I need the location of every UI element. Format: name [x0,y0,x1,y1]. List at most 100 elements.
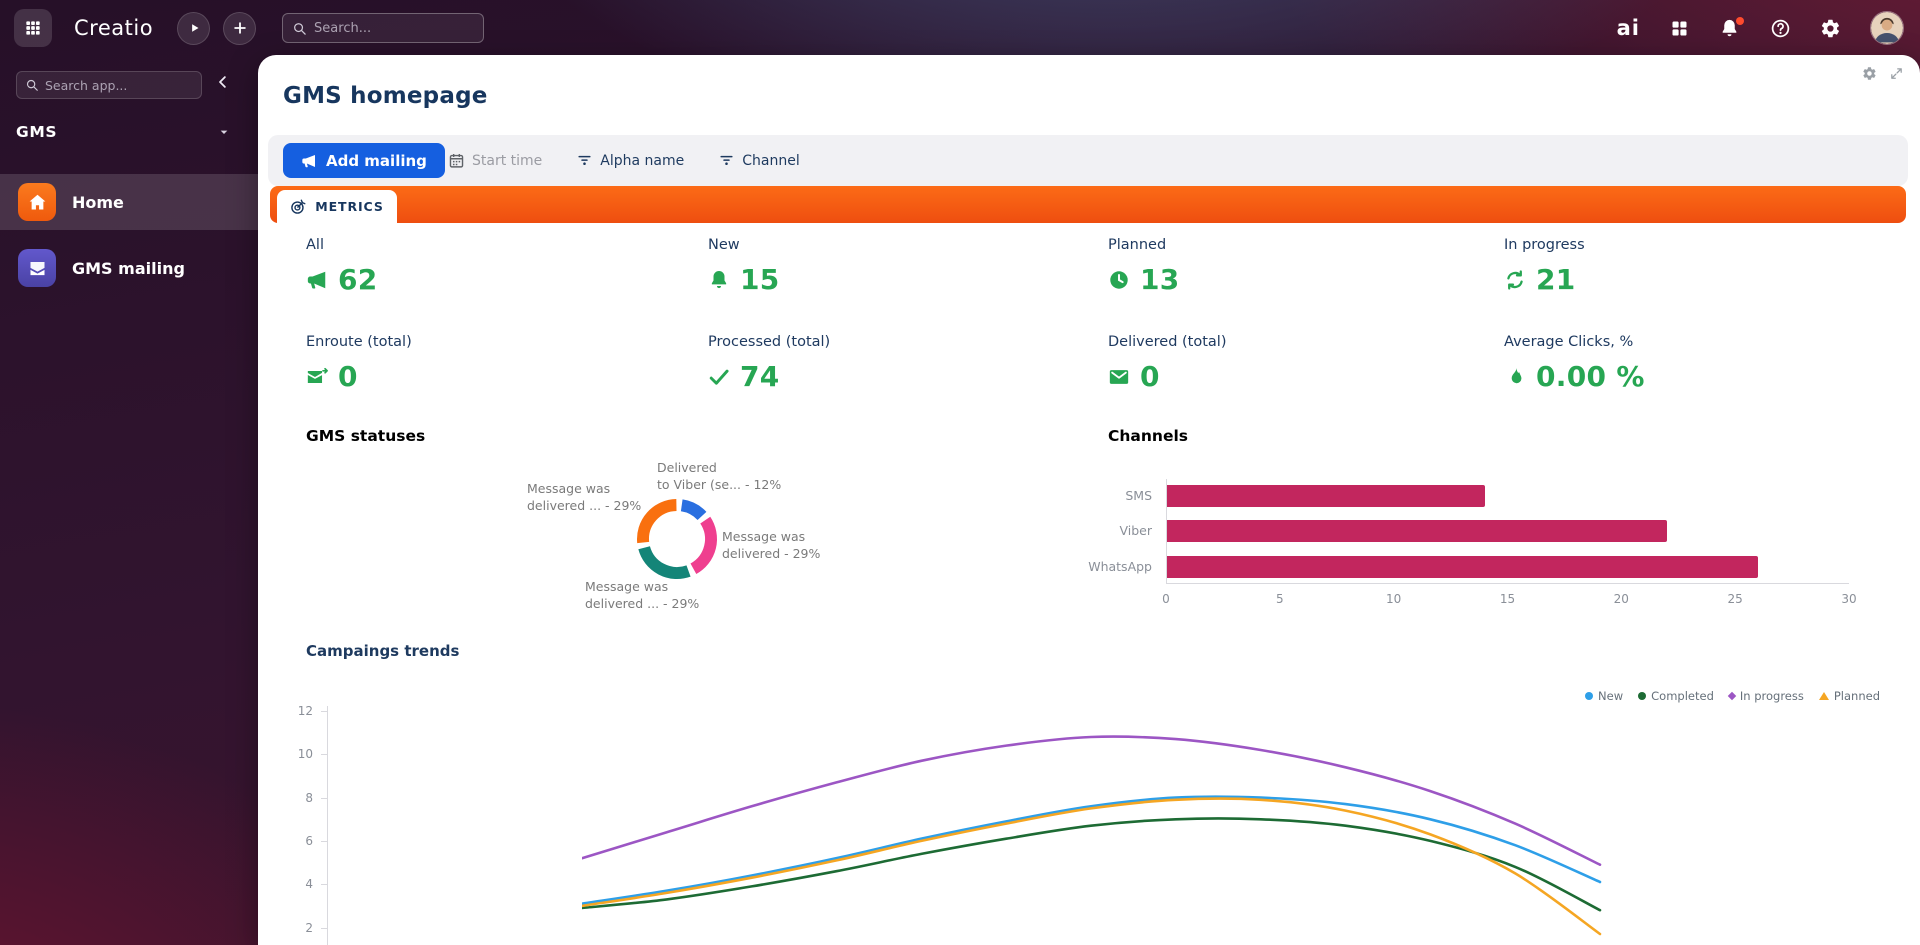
legend-label: In progress [1739,689,1804,703]
toolbar: Add mailing Start time Alpha name Channe… [268,135,1908,186]
y-tick-mark [321,711,327,712]
x-tick-label: 0 [1162,592,1170,606]
user-avatar[interactable] [1870,11,1904,45]
megaphone-icon [306,269,328,291]
notifications-bell-icon[interactable] [1719,18,1740,39]
sidebar-collapse-button[interactable] [214,73,238,97]
add-new-button[interactable] [223,11,257,45]
filter-label: Alpha name [600,152,685,169]
mailing-icon-badge [18,249,56,287]
filter-start-time[interactable]: Start time [448,152,542,169]
ai-assistant-button[interactable]: ai [1616,16,1640,40]
metrics-grid: All 62 New 15 Planned 13 In progress 21 Enroute … [306,231,1890,425]
donut-slice [638,545,691,579]
metric-label: Processed (total) [708,334,831,350]
creatio-logo: Creatio [74,16,154,40]
page-settings-gear-icon[interactable] [1862,66,1877,81]
metric-value: 0 [1140,360,1160,393]
donut-slice [680,499,707,521]
chevron-left-icon [214,73,232,91]
metric-card: Planned 13 [1108,231,1504,328]
metric-card: Enroute (total) 0 [306,328,708,425]
trend-lines-svg [582,735,1602,936]
donut-svg [637,499,717,579]
legend-item: New [1585,689,1623,703]
sidebar: GMS Home GMS mailing [0,56,258,945]
apps-grid-button[interactable] [14,9,52,47]
metric-card: New 15 [708,231,1108,328]
filter-alpha-name[interactable]: Alpha name [576,152,684,169]
play-button[interactable] [177,11,211,45]
metric-card: All 62 [306,231,708,328]
metric-value: 21 [1536,263,1576,296]
help-icon[interactable] [1770,18,1791,39]
legend-marker [1818,692,1829,700]
tab-metrics[interactable]: METRICS [277,190,397,223]
y-tick-label: 4 [305,877,313,892]
add-mailing-label: Add mailing [326,151,427,170]
metric-label: In progress [1504,237,1585,253]
x-tick-label: 30 [1841,592,1857,606]
sidebar-item-label: Home [72,192,124,212]
metric-value: 74 [740,360,780,393]
caret-down-icon [216,124,232,140]
metric-value: 0.00 % [1536,360,1645,393]
sidebar-item-gms-mailing[interactable]: GMS mailing [0,240,258,296]
home-icon-badge [18,183,56,221]
legend-item: Completed [1638,689,1714,703]
y-tick-mark [321,927,327,929]
legend-label: New [1598,689,1624,703]
metric-label: New [708,237,740,253]
topbar: Creatio ai [0,0,1920,56]
gms-statuses-donut-chart: Delivered to Viber (se... - 12% Message wa… [278,445,918,685]
search-icon [25,78,39,92]
legend-item: Planned [1818,689,1880,703]
channels-chart-title: Channels [1108,427,1188,445]
workspace-selector[interactable]: GMS [0,114,258,150]
legend-item: In progress [1727,689,1804,703]
refresh-icon [1504,269,1526,291]
metric-card: In progress 21 [1504,231,1890,328]
global-search [282,13,485,43]
add-mailing-button[interactable]: Add mailing [283,143,445,178]
bar [1166,556,1758,578]
y-axis-line [327,706,328,945]
workspace-name: GMS [16,123,58,141]
x-tick-label: 10 [1386,592,1402,606]
app-search-input[interactable] [45,77,193,93]
legend-marker [1585,692,1594,700]
marketplace-grid-icon[interactable] [1669,18,1690,39]
bar [1166,485,1485,507]
topbar-actions: ai [1617,11,1920,45]
bar-row: WhatsApp [1088,556,1868,578]
filter-channel[interactable]: Channel [718,152,800,169]
bar [1166,520,1667,542]
bar-row: SMS [1108,485,1868,507]
filter-label: Channel [742,152,800,169]
x-tick-label: 15 [1499,592,1516,606]
global-search-input[interactable] [314,20,475,36]
x-tick-label: 5 [1275,592,1284,606]
app-search [16,71,202,99]
clock-icon [1108,269,1130,291]
line-series-new [582,795,1602,905]
metric-card: Delivered (total) 0 [1108,328,1504,425]
flame-icon [1504,366,1526,388]
settings-gear-icon[interactable] [1820,18,1841,39]
x-axis-line [1166,583,1849,584]
filter-icon [576,152,593,169]
play-icon [185,19,203,37]
legend-marker [1638,692,1647,700]
sidebar-item-home[interactable]: Home [0,174,258,230]
donut-slice-label: Message was delivered ... - 29% [527,481,642,514]
line-series-in-progress [582,735,1602,866]
metric-card: Average Clicks, % 0.00 % [1504,328,1890,425]
expand-icon[interactable] [1889,66,1904,81]
legend-label: Planned [1833,689,1880,703]
metric-value: 62 [338,263,378,296]
sidebar-item-label: GMS mailing [72,258,185,278]
y-axis-line [1166,479,1167,583]
filter-bar: Start time Alpha name Channel [448,135,800,186]
metric-label: Enroute (total) [306,334,412,350]
home-icon [27,192,48,213]
